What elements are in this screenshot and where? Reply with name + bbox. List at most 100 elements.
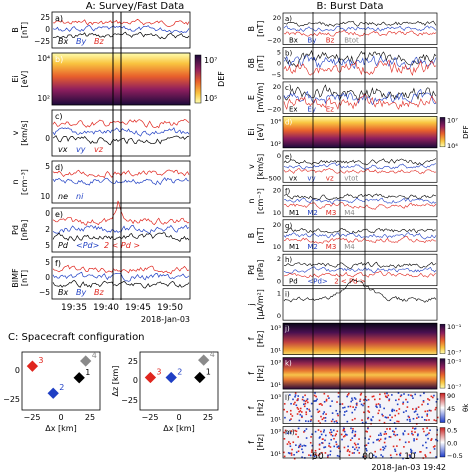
config-right-ytick: −25 [121,396,138,405]
panel-background [283,47,437,79]
series-line [283,261,437,270]
panel-ylabel: f[Hz] [247,331,265,347]
spectrogram-cell [410,448,412,451]
spectrogram-cell [428,419,430,421]
spectrogram-cell [318,444,321,446]
spectrogram-cell [326,456,329,458]
spectrogram-cell [435,419,437,422]
spectrogram [283,357,437,390]
spectrogram-cell [343,406,346,409]
colorbar-tick: 10⁻¹ [447,323,462,331]
colorbar [439,392,446,423]
spectrogram-cell [286,443,289,445]
panel-ylabel-line: [cm⁻³] [256,188,265,214]
panel-ylabel-line: BIMF [11,268,20,288]
spectrogram-cell [298,419,301,422]
spectrogram-cell [385,433,388,435]
spectrogram-cell [414,451,416,454]
legend-entry: 2 < Pd > [104,241,140,250]
spectrogram-cell [361,421,364,424]
panel-ylabel-line: j [247,303,256,306]
spectrogram-cell [421,403,423,406]
spectrogram-cell [391,410,394,413]
spectrogram-cell [422,400,425,402]
legend-entry: vtot [344,174,358,182]
panel-ylabel-line: n [247,198,256,203]
spectrogram-cell [362,404,364,407]
spectrogram-cell [329,405,332,407]
spectrogram-cell [405,398,407,401]
spectrogram-cell [299,413,302,416]
spectrogram-cell [383,441,386,444]
spectrogram-cell [372,454,375,457]
spectrogram-cell [363,399,365,401]
panel-ylabel-line: Ei [247,128,256,135]
spectrogram-cell [295,444,297,446]
spectrogram-cell [416,417,418,419]
panel-frame [282,47,438,80]
panel-label: h) [285,256,292,264]
y-tick: 0 [277,152,281,160]
spectrogram-cell [314,400,316,402]
spectrogram-cell [346,420,349,423]
legend-entry: Bz [94,37,104,46]
y-tick: 0 [45,209,50,218]
series-line [283,30,437,37]
config-left-points: 1 2 3 4 [26,351,97,399]
spectrogram-cell [331,400,333,402]
y-tick: −20 [267,36,281,44]
spectrogram-cell [368,438,370,441]
right-x-tick: 50 [312,452,324,462]
spectrogram-cell [348,392,350,395]
panel-ylabel: B[nT] [247,227,265,243]
spectrogram-cell [385,416,388,419]
spectrogram-cell [353,448,356,451]
spectrogram-cell [433,394,435,397]
spectrogram-cell [417,416,420,418]
spectrogram-cell [314,430,317,433]
spectrogram-cell [412,427,414,429]
series-line [283,193,437,201]
spacecraft-marker-3 [144,371,157,384]
y-tick: 25 [40,13,50,22]
spectrogram-cell [426,415,428,417]
spectrogram-cell [354,433,357,436]
legend-entry: vx [289,174,297,182]
legend-entry: Ez [326,105,334,113]
spectrogram-cell [377,403,380,405]
right-panel-k: 10⁻¹ 10⁻⁷ k) 10³ 10¹ [270,357,462,391]
spectrogram-cell [331,418,334,421]
spectrogram-cell [343,446,346,449]
config-right-ytick: 25 [128,357,138,366]
spectrogram-cell [417,406,420,408]
spectrogram-cell [301,416,303,419]
config-left-xlabel: Δx [km] [45,424,76,433]
series-line [283,232,437,240]
spectrogram-cell [325,399,328,402]
spectrogram-cell [396,403,399,406]
spectrogram-cell [382,446,384,448]
panel-ylabel: v[km/s] [11,120,29,146]
spectrogram-cell [319,422,321,424]
spectrogram-cell [421,416,423,419]
panel-ylabel-line: [nT] [256,21,265,37]
legend-entry: M1 [289,243,300,251]
spectrogram-cell [435,438,437,441]
spectrogram-cell [365,448,368,450]
left-panels: Bx By Bza)250−25B[nT]10⁷10⁵DEFb)10⁴10²Ei[e… [11,11,226,300]
right-title: B: Burst Data [317,1,384,12]
y-tick: 1 [277,290,281,298]
spectrogram-cell [410,394,412,397]
spectrogram-cell [391,416,393,419]
spectrogram-cell [347,405,350,408]
spectrogram-cell [297,398,299,400]
spectrogram-cell [408,416,411,419]
spectrogram-cell [287,452,290,454]
spectrogram-cell [309,441,312,444]
y-tick: 10³ [270,428,281,436]
spectrogram-cell [307,420,310,423]
panel-ylabel-line: [μA/m²] [256,289,265,320]
spectrogram-cell [320,430,322,433]
spectrogram-cell [383,407,385,410]
